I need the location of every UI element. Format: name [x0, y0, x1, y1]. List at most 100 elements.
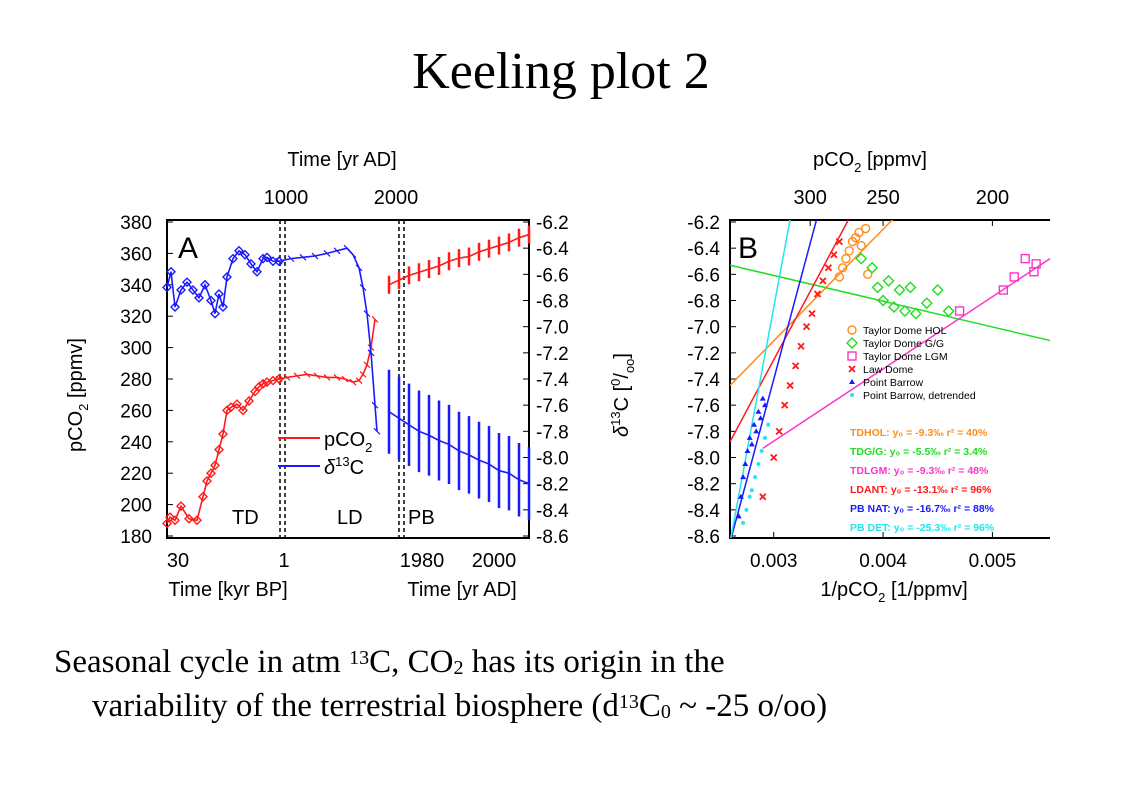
panel-a-right-tick-label: -7.0	[536, 318, 569, 339]
panel-b-left-tick-label: -6.6	[687, 265, 720, 286]
panel-a-data-point	[258, 378, 268, 389]
panel-a-data-point	[206, 468, 216, 479]
panel-a-data-point	[200, 279, 210, 290]
panel-a-data-point	[194, 292, 204, 303]
panel-a-series-line-delta13c-ld	[278, 247, 378, 432]
panel-b-legend-label: Law Dome	[863, 364, 913, 376]
panel-b-data-point	[759, 448, 764, 453]
panel-b-frame	[729, 219, 1050, 539]
panel-a-data-point	[206, 295, 216, 306]
panel-b-data-point	[749, 488, 754, 493]
panel-b-data-point	[998, 285, 1009, 295]
panel-b-fit-line-magenta	[762, 257, 1050, 449]
panel-a-data-point	[162, 518, 172, 529]
panel-a-data-point	[198, 491, 208, 502]
panel-a-bottom-tick-1980: 1980	[400, 550, 445, 572]
caption-sub-2: 0	[660, 701, 671, 723]
panel-a-data-point	[228, 253, 238, 264]
panel-a-data-point	[252, 266, 262, 277]
panel-a-data-point	[355, 377, 363, 384]
panel-b-legend-marker	[850, 393, 854, 397]
panel-b-data-point	[747, 494, 752, 499]
panel-a-bottom-left-title: Time [kyr BP]	[168, 579, 287, 601]
panel-b-left-tick-label: -7.2	[687, 344, 720, 365]
panel-a-top-axis-title: Time [yr AD]	[287, 149, 396, 171]
panel-a-right-ticks: -6.2 -6.4 -6.6 -6.8 -7.0 -7.2 -7.4 -7.6 -7.8 -8.0…	[523, 213, 569, 548]
panel-a-data-point	[214, 288, 224, 299]
panel-a-data-point	[363, 310, 371, 318]
panel-b-fit-label: TDLGM: y₀ = -9.3‰ r² = 48%	[850, 465, 989, 477]
panel-b-left-ticks: -6.2 -6.4 -6.6 -6.8 -7.0 -7.2 -7.4 -7.6 -7.8 -8.0…	[687, 213, 736, 548]
panel-b-data-point	[753, 475, 758, 480]
panel-a-data-point	[333, 247, 341, 255]
panel-a-data-point	[188, 285, 198, 296]
panel-a-left-axis-title: pCO2 [ppmv]	[65, 338, 91, 452]
panel-a-data-point	[349, 378, 357, 386]
panel-b-data-point	[786, 381, 794, 390]
panel-a-segment-pb: PB	[408, 507, 435, 529]
panel-a-left-tick-label: 360	[120, 244, 152, 265]
panel-a-data-point	[323, 374, 331, 381]
panel-a-right-tick-label: -6.6	[536, 265, 569, 286]
panel-b-data-point	[761, 402, 768, 408]
panel-b-left-axis-title: δ13C [0/oo]	[608, 353, 637, 437]
panel-a-left-tick-label: 280	[120, 370, 152, 391]
panel-a-bottom-tick-2000: 2000	[472, 550, 517, 572]
panel-b-top-tick-label: 300	[793, 187, 826, 209]
panel-a-data-point	[359, 283, 367, 291]
panel-a-right-tick-label: -7.6	[536, 396, 569, 417]
panel-b-bottom-tick-label: 0.004	[859, 551, 907, 572]
panel-b-data-point	[751, 421, 758, 427]
caption-sub-1: 2	[453, 657, 464, 679]
panel-b-fit-lines	[730, 220, 1050, 538]
panel-b-legend-marker	[849, 379, 855, 384]
panel-b-data-point	[766, 422, 771, 427]
panel-a-data-point	[218, 428, 228, 439]
panel-b-data-point	[757, 415, 764, 421]
panel-a-data-point	[371, 315, 379, 323]
panel-b-data-point	[844, 246, 854, 256]
panel-b-data-point	[762, 435, 767, 440]
panel-b-data-point	[920, 297, 933, 310]
caption-text-2: C, CO	[369, 644, 454, 680]
panel-b-legend-label: Point Barrow	[863, 377, 924, 389]
panel-b-data-point	[808, 309, 816, 318]
panel-b-data-point	[741, 520, 746, 525]
panel-b-data-point	[746, 434, 753, 440]
panel-b-data-point	[753, 428, 760, 434]
panel-a-data-point	[232, 399, 242, 410]
panel-b-left-tick-label: -7.6	[687, 396, 720, 417]
panel-a-right-tick-label: -6.4	[536, 239, 569, 260]
panel-b-data-point	[791, 362, 800, 370]
slide-title: Keeling plot 2	[412, 43, 710, 100]
panel-a-data-point	[311, 252, 319, 260]
panel-b-data-point	[931, 284, 944, 297]
panel-a-data-point	[275, 375, 283, 383]
panel-b-data-point	[748, 441, 755, 447]
panel-a-segment-td: TD	[232, 507, 259, 529]
panel-b-data-point	[1009, 272, 1019, 282]
caption-text-6: ~ -25 o/oo)	[670, 688, 828, 724]
panel-a-data-point	[371, 401, 379, 409]
panel-b-left-tick-label: -8.4	[687, 501, 720, 522]
panel-b-data-point	[824, 264, 833, 272]
panel-b-data-point	[755, 408, 762, 414]
panel-b-data-point	[737, 493, 744, 499]
panel-b-data-point	[797, 342, 805, 350]
panel-b-data-point	[756, 462, 761, 467]
panel-b-fit-line-cyan	[730, 220, 791, 538]
panel-a-left-tick-label: 320	[120, 307, 152, 328]
panel-b-data-point	[942, 304, 955, 317]
panel-b-legend-label: Taylor Dome HOL	[863, 325, 947, 337]
panel-b-fit-line-green	[730, 264, 1050, 342]
panel-b-fit-labels: TDHOL: y₀ = -9.3‰ r² = 40% TDG/G: y₀ = -5…	[850, 427, 995, 534]
panel-a-right-tick-label: -6.8	[536, 292, 569, 313]
panel-a-bottom-right-title: Time [yr AD]	[407, 579, 516, 601]
panel-a-data-point	[176, 501, 186, 512]
panel-a-series-line-pco2-td	[166, 378, 280, 524]
caption-text-1: Seasonal cycle in atm	[54, 644, 350, 680]
panel-a-data-point	[244, 395, 254, 406]
panel-a-data-point	[349, 251, 357, 259]
panel-a-series-line-pco2-ld	[278, 319, 376, 383]
panel-b-data-point	[819, 277, 827, 285]
